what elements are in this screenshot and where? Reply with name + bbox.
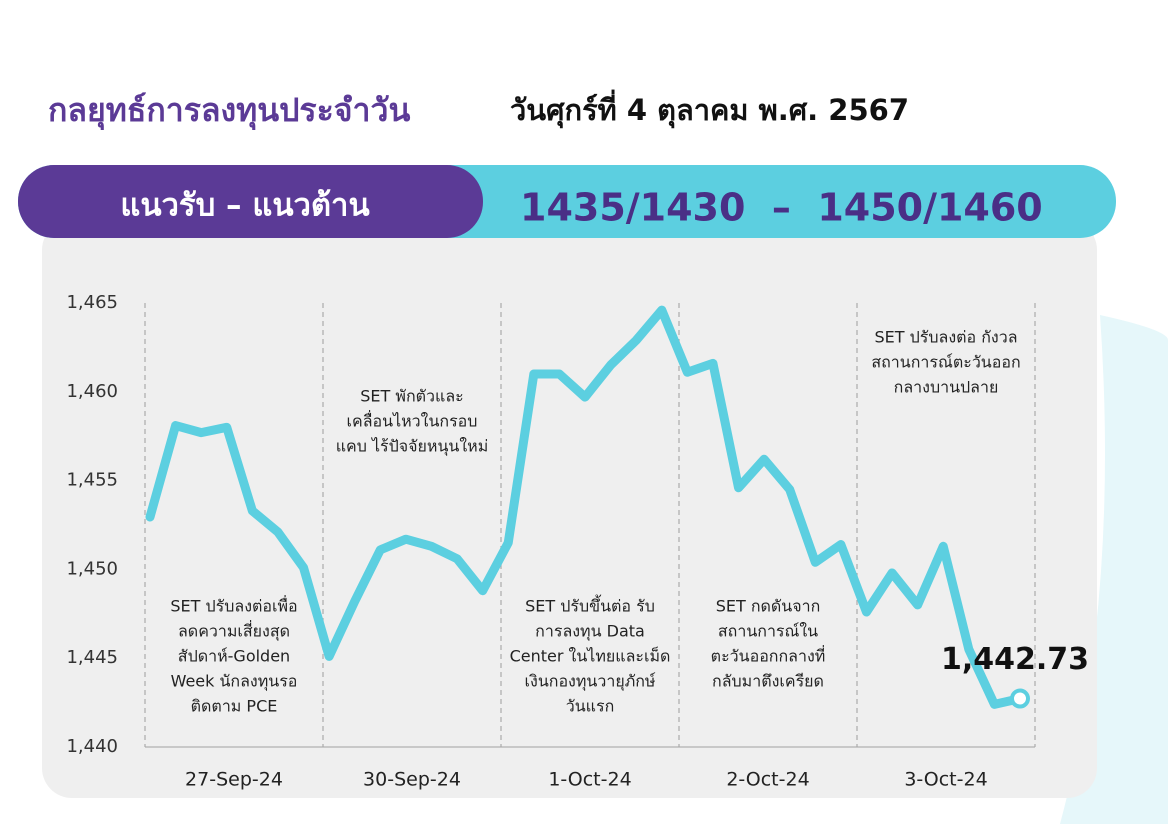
y-tick-label: 1,445: [66, 647, 118, 668]
annotation: ติดตาม PCE: [191, 697, 278, 716]
title: กลยุทธ์การลงทุนประจำวัน: [48, 91, 410, 131]
annotation: SET กดดันจาก: [716, 597, 821, 616]
annotation: Center ในไทยและเม็ด: [510, 646, 671, 666]
annotation: สถานการณ์ตะวันออก: [871, 353, 1020, 372]
banner-label: แนวรับ – แนวต้าน: [120, 188, 369, 224]
price-line: [145, 305, 1025, 709]
end-marker: [1010, 688, 1030, 709]
annotation: SET ปรับลงต่อเพื่อ: [170, 595, 297, 616]
annotation: การลงทุน Data: [535, 622, 645, 642]
annotation: สถานการณ์ใน: [718, 622, 818, 641]
y-tick-label: 1,450: [66, 558, 118, 579]
annotation: กลับมาตึงเครียด: [712, 672, 824, 691]
y-tick-label: 1,440: [66, 736, 118, 757]
annotation: SET พักตัวและ: [360, 387, 463, 406]
annotation: เคลื่อนไหวในกรอบ: [347, 410, 478, 431]
annotation: กลางบานปลาย: [894, 378, 999, 397]
annotation: SET ปรับลงต่อ กังวล: [874, 328, 1017, 347]
annotation: ลดความเสี่ยงสุด: [178, 620, 290, 642]
label-pill: [18, 165, 483, 238]
y-tick-label: 1,460: [66, 381, 118, 402]
annotation: สัปดาห์-Golden: [178, 647, 290, 666]
x-tick-label: 30-Sep-24: [363, 769, 461, 791]
y-tick-label: 1,465: [66, 292, 118, 313]
x-tick-label: 3-Oct-24: [904, 769, 987, 791]
x-tick-label: 1-Oct-24: [548, 769, 631, 791]
annotation: เงินกองทุนวายุภักษ์: [525, 672, 656, 692]
y-tick-label: 1,455: [66, 470, 118, 491]
x-tick-label: 27-Sep-24: [185, 769, 283, 791]
x-tick-label: 2-Oct-24: [726, 769, 809, 791]
annotation: ตะวันออกกลางที่: [711, 645, 826, 666]
annotation: วันแรก: [566, 697, 615, 716]
annotation: แคบ ไร้ปัจจัยหนุนใหม่: [336, 437, 489, 457]
plot: 1,440 1,445 1,450 1,455 1,460 1,465 27-Sep-24 S…: [66, 292, 1089, 791]
date: วันศุกร์ที่ 4 ตุลาคม พ.ศ. 2567: [510, 89, 909, 128]
chart-panel: [42, 220, 1097, 798]
value-label: 1,442.73: [941, 642, 1089, 677]
annotation: Week นักลงทุนรอ: [171, 672, 298, 692]
annotation: SET ปรับขึ้นต่อ รับ: [525, 595, 655, 616]
banner-levels: 1435/1430 – 1450/1460: [520, 186, 1043, 230]
